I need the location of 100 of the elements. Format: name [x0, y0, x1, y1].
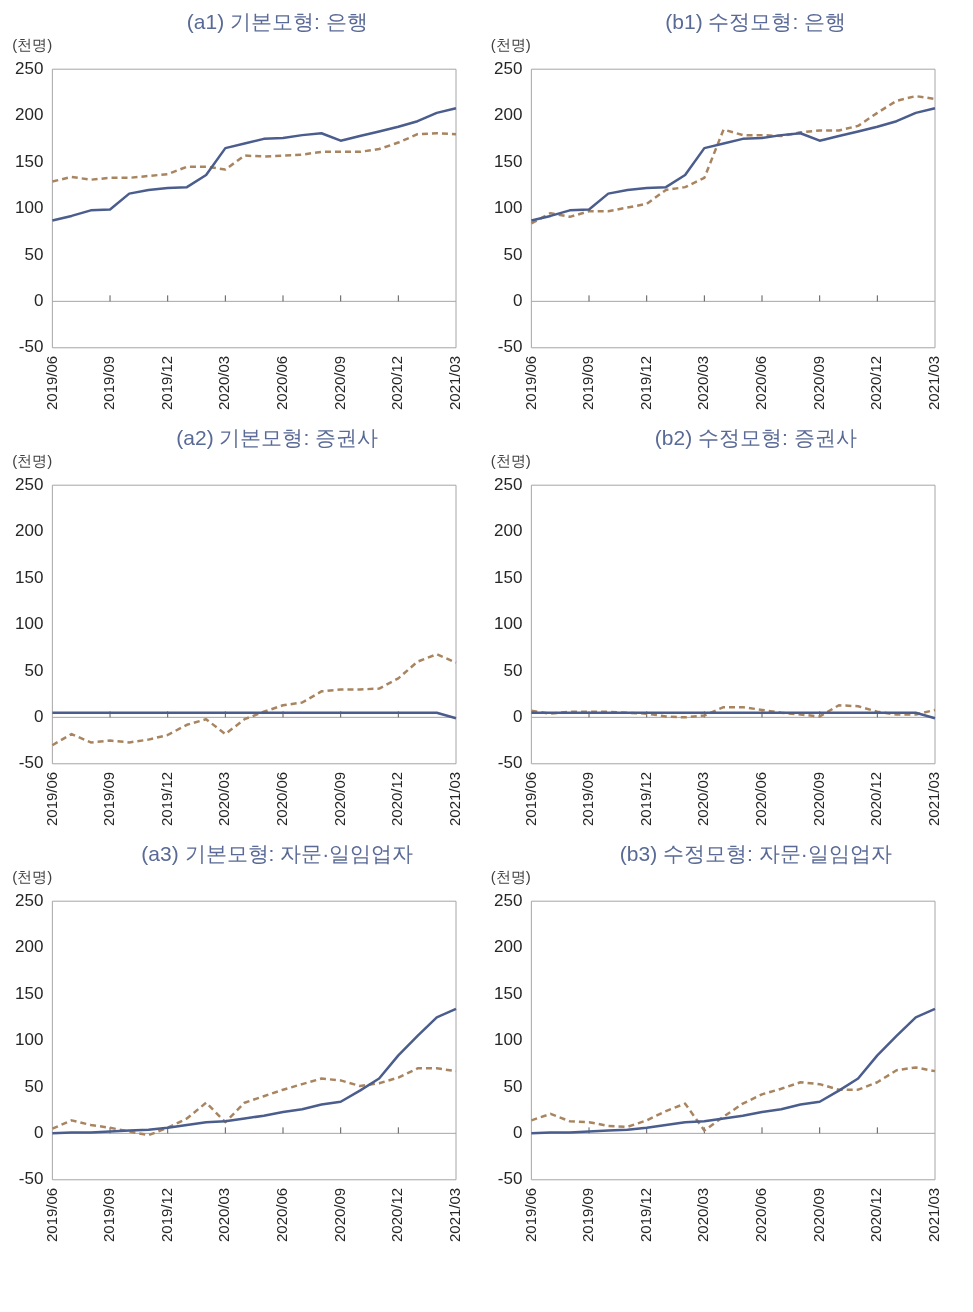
y-axis-title: (천명)	[490, 452, 532, 471]
x-tick-label: 2019/09	[578, 355, 596, 411]
y-tick-label: 50	[503, 660, 523, 680]
x-tick-label: 2019/12	[636, 771, 654, 827]
x-tick-label: 2020/12	[867, 1187, 885, 1243]
y-tick-label: 100	[493, 614, 523, 634]
x-tick-label: 2019/06	[521, 1187, 539, 1243]
y-axis-title: (천명)	[490, 868, 532, 887]
y-tick-label: 0	[512, 291, 523, 311]
y-tick-label: 50	[24, 244, 44, 264]
y-tick-label: -50	[19, 337, 44, 357]
x-tick-label: 2020/09	[331, 355, 349, 411]
x-tick-label: 2020/03	[215, 771, 233, 827]
x-tick-label: 2019/06	[42, 355, 60, 411]
x-tick-label: 2020/03	[694, 355, 712, 411]
y-tick-label: 200	[15, 105, 44, 125]
x-tick-label: 2020/09	[809, 1187, 827, 1243]
y-tick-label: 50	[24, 1076, 44, 1096]
x-tick-label: 2019/09	[578, 771, 596, 827]
x-tick-label: 2021/03	[446, 771, 464, 827]
x-tick-label: 2020/06	[751, 355, 769, 411]
x-tick-label: 2020/03	[694, 1187, 712, 1243]
y-tick-label: -50	[497, 753, 523, 773]
x-tick-label: 2020/12	[388, 1187, 406, 1243]
x-tick-label: 2019/09	[100, 771, 118, 827]
y-tick-label: 150	[15, 567, 44, 587]
y-tick-label: 150	[15, 151, 44, 171]
x-tick-label: 2019/06	[521, 771, 539, 827]
y-tick-label: 100	[493, 1030, 523, 1050]
y-tick-label: 250	[15, 58, 44, 78]
x-tick-label: 2019/12	[158, 771, 176, 827]
x-tick-label: 2019/06	[42, 1187, 60, 1243]
x-tick-label: 2019/12	[158, 1187, 176, 1243]
chart-title: (b3) 수정모형: 자문·일임업자	[618, 841, 893, 867]
x-tick-label: 2019/12	[636, 355, 654, 411]
x-tick-label: 2020/09	[809, 355, 827, 411]
y-tick-label: 200	[15, 937, 44, 957]
y-tick-label: 250	[15, 890, 44, 910]
line-series	[51, 652, 458, 747]
chart-title: (a1) 기본모형: 은행	[185, 9, 369, 35]
x-tick-label: 2021/03	[446, 1187, 464, 1243]
y-tick-label: 150	[15, 983, 44, 1003]
y-tick-label: 250	[493, 474, 523, 494]
y-tick-label: 200	[493, 521, 523, 541]
y-axis-title: (천명)	[12, 452, 54, 471]
x-tick-label: 2020/09	[809, 771, 827, 827]
chart-title: (a3) 기본모형: 자문·일임업자	[140, 841, 415, 867]
y-tick-label: 50	[503, 244, 523, 264]
x-tick-label: 2020/12	[867, 355, 885, 411]
x-tick-label: 2020/06	[751, 1187, 769, 1243]
x-tick-label: 2020/06	[273, 771, 291, 827]
y-tick-label: 0	[512, 1123, 523, 1143]
line-series	[51, 132, 458, 183]
x-tick-label: 2019/12	[158, 355, 176, 411]
y-tick-label: 200	[493, 937, 523, 957]
chart-title: (b1) 수정모형: 은행	[664, 9, 848, 35]
x-tick-label: 2021/03	[446, 355, 464, 411]
x-tick-label: 2021/03	[924, 771, 942, 827]
y-tick-label: -50	[19, 753, 44, 773]
x-tick-label: 2021/03	[924, 1187, 942, 1243]
y-axis-title: (천명)	[12, 868, 54, 887]
x-tick-label: 2019/06	[521, 355, 539, 411]
y-tick-label: 150	[493, 151, 523, 171]
x-tick-label: 2019/09	[100, 355, 118, 411]
y-tick-label: 0	[34, 707, 44, 727]
x-tick-label: 2020/12	[388, 771, 406, 827]
y-tick-label: 50	[503, 1076, 523, 1096]
x-tick-label: 2019/06	[42, 771, 60, 827]
x-tick-label: 2020/09	[331, 771, 349, 827]
y-axis-title: (천명)	[12, 36, 54, 55]
x-tick-label: 2019/09	[100, 1187, 118, 1243]
chart-title: (b2) 수정모형: 증권사	[653, 425, 858, 451]
x-tick-label: 2019/09	[578, 1187, 596, 1243]
chart-title: (a2) 기본모형: 증권사	[175, 425, 380, 451]
x-tick-label: 2020/03	[694, 771, 712, 827]
y-tick-label: 200	[15, 521, 44, 541]
y-tick-label: 100	[493, 198, 523, 218]
x-tick-label: 2020/12	[867, 771, 885, 827]
y-tick-label: -50	[497, 337, 523, 357]
y-tick-label: 0	[512, 707, 523, 727]
y-tick-label: -50	[19, 1169, 44, 1189]
line-series	[529, 1066, 936, 1132]
x-tick-label: 2020/03	[215, 1187, 233, 1243]
y-tick-label: 250	[493, 890, 523, 910]
y-tick-label: 100	[15, 1030, 44, 1050]
y-tick-label: 100	[15, 614, 44, 634]
y-tick-label: 0	[34, 1123, 44, 1143]
y-tick-label: -50	[497, 1169, 523, 1189]
x-tick-label: 2021/03	[924, 355, 942, 411]
y-tick-label: 200	[493, 105, 523, 125]
y-tick-label: 50	[24, 660, 44, 680]
y-tick-label: 250	[15, 474, 44, 494]
y-tick-label: 150	[493, 983, 523, 1003]
x-tick-label: 2020/06	[751, 771, 769, 827]
y-tick-label: 0	[34, 291, 44, 311]
x-tick-label: 2020/06	[273, 1187, 291, 1243]
y-tick-label: 150	[493, 567, 523, 587]
x-tick-label: 2020/09	[331, 1187, 349, 1243]
x-tick-label: 2020/03	[215, 355, 233, 411]
x-tick-label: 2020/12	[388, 355, 406, 411]
